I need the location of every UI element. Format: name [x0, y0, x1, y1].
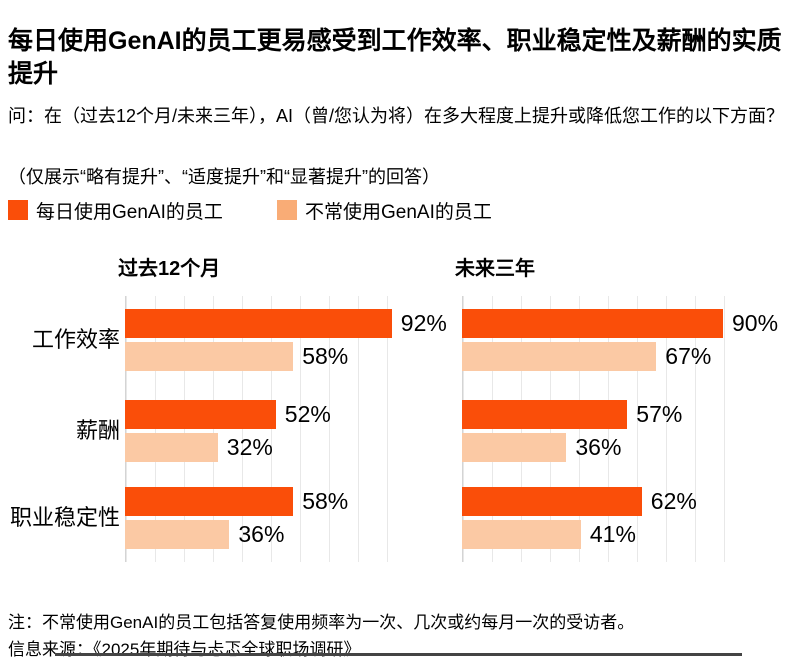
category-label-work-efficiency: 工作效率 — [31, 327, 120, 352]
filter-note: （仅展示“略有提升”、“适度提升”和“显著提升”的回答） — [8, 167, 440, 187]
page-title: 每日使用GenAI的员工更易感受到工作效率、职业稳定性及薪酬的实质提升 — [8, 26, 782, 88]
chart-title-next-3-years: 未来三年 — [455, 258, 535, 280]
legend-swatch-infrequent — [277, 200, 297, 220]
legend-label-infrequent: 不常使用GenAI的员工 — [305, 201, 492, 223]
bar-daily — [125, 400, 276, 429]
bar-row: 41% — [462, 520, 752, 549]
bar-group-job-security: 62% 41% — [462, 487, 752, 549]
bar-row: 62% — [462, 487, 752, 516]
bar-row: 58% — [125, 342, 415, 371]
value-label: 92% — [400, 310, 447, 336]
bar-infrequent — [125, 342, 294, 371]
legend-swatch-daily — [8, 200, 28, 220]
bar-infrequent — [462, 433, 567, 462]
value-label: 36% — [575, 434, 622, 460]
value-label: 32% — [226, 434, 273, 460]
bar-row: 58% — [125, 487, 415, 516]
footnote: 注：不常使用GenAI的员工包括答复使用频率为一次、几次或约每月一次的受访者。 — [8, 613, 635, 632]
bottom-divider — [55, 653, 742, 656]
bar-row: 67% — [462, 342, 752, 371]
value-label: 62% — [650, 488, 697, 514]
value-label: 58% — [302, 488, 349, 514]
bar-group-work-efficiency: 92% 58% — [125, 309, 447, 371]
bar-row: 32% — [125, 433, 415, 462]
bar-daily — [462, 400, 628, 429]
bar-group-salary: 57% 36% — [462, 400, 752, 462]
legend-item-daily: 每日使用GenAI的员工 — [8, 198, 223, 223]
value-label: 57% — [636, 401, 683, 427]
value-label: 67% — [665, 343, 712, 369]
value-label: 36% — [238, 521, 285, 547]
survey-question: 问：在（过去12个月/未来三年），AI（曾/您认为将）在多大程度上提升或降低您工… — [8, 106, 785, 126]
legend-item-infrequent: 不常使用GenAI的员工 — [277, 198, 492, 223]
value-label: 41% — [589, 521, 636, 547]
legend-label-daily: 每日使用GenAI的员工 — [36, 201, 223, 223]
bar-infrequent — [125, 433, 218, 462]
bar-infrequent — [125, 520, 230, 549]
bar-daily — [125, 487, 294, 516]
bar-daily — [125, 309, 392, 338]
bar-row: 90% — [462, 309, 778, 338]
gridlines — [125, 296, 416, 562]
bar-group-work-efficiency: 90% 67% — [462, 309, 778, 371]
chart-next-3-years: 90% 67% 57% 36% 62% 41% — [462, 296, 778, 562]
bar-row: 52% — [125, 400, 415, 429]
source-note: 信息来源：《2025年期待与忐忑全球职场调研》 — [8, 640, 361, 659]
bar-infrequent — [462, 520, 581, 549]
chart-title-past-12-months: 过去12个月 — [118, 258, 221, 280]
category-label-job-security: 职业稳定性 — [9, 505, 120, 530]
value-label: 52% — [284, 401, 331, 427]
bar-row: 36% — [462, 433, 752, 462]
bar-row: 92% — [125, 309, 447, 338]
category-label-salary: 薪酬 — [75, 418, 120, 443]
bar-row: 36% — [125, 520, 415, 549]
bar-group-salary: 52% 32% — [125, 400, 415, 462]
bar-daily — [462, 309, 723, 338]
bar-infrequent — [462, 342, 657, 371]
bar-daily — [462, 487, 642, 516]
value-label: 58% — [302, 343, 349, 369]
chart-past-12-months: 92% 58% 52% 32% 58% 36% — [125, 296, 447, 562]
gridlines — [462, 296, 753, 562]
value-label: 90% — [732, 310, 779, 336]
legend: 每日使用GenAI的员工 不常使用GenAI的员工 — [0, 198, 800, 224]
bar-group-job-security: 58% 36% — [125, 487, 415, 549]
bar-row: 57% — [462, 400, 752, 429]
